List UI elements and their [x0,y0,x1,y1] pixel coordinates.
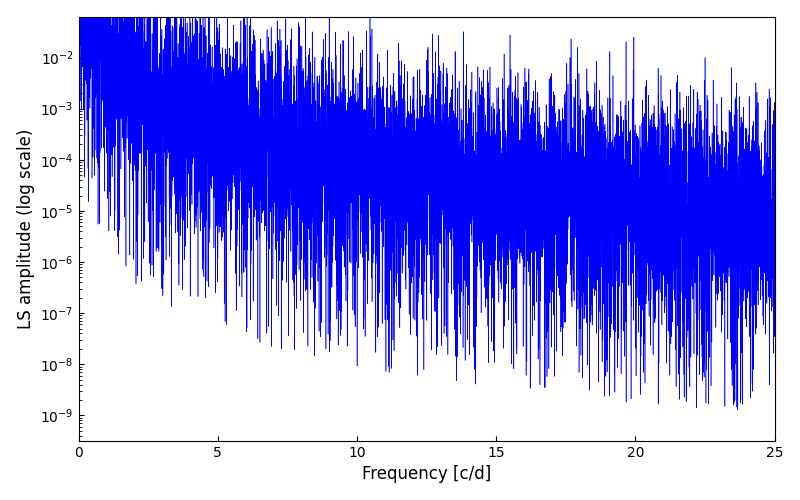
X-axis label: Frequency [c/d]: Frequency [c/d] [362,466,491,483]
Y-axis label: LS amplitude (log scale): LS amplitude (log scale) [17,128,34,329]
